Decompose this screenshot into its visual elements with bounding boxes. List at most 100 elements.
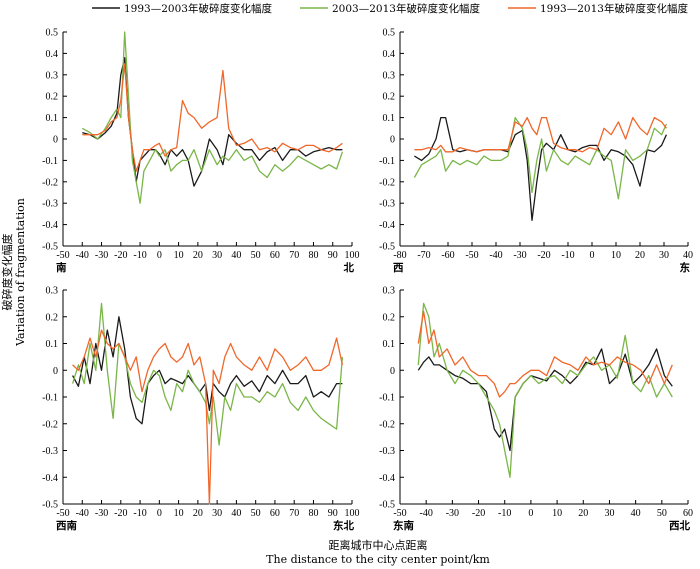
y-tick-label: 0.2 bbox=[383, 312, 396, 323]
y-tick-label: -0.4 bbox=[42, 220, 58, 231]
y-tick-label: 0.1 bbox=[46, 339, 59, 350]
x-tick-label: 60 bbox=[270, 250, 280, 261]
y-tick-label: 0.3 bbox=[46, 286, 59, 297]
x-tick-label: -10 bbox=[133, 250, 146, 261]
x-tick-label: -70 bbox=[417, 250, 430, 261]
y-tick-label: 0 bbox=[390, 366, 395, 377]
x-tick-label: 100 bbox=[345, 508, 360, 519]
y-tick-label: -0.3 bbox=[42, 446, 58, 457]
x-tick-label: -20 bbox=[537, 250, 550, 261]
series-line-2003-2013 bbox=[81, 31, 344, 204]
direction-label-right: 东 bbox=[680, 261, 691, 274]
panels: -0.5-0.4-0.3-0.2-0.100.10.20.30.40.5-50-… bbox=[42, 28, 693, 533]
x-tick-label: 0 bbox=[157, 250, 162, 261]
x-axis-title-cn: 距离城市中心点距离 bbox=[329, 538, 428, 552]
x-tick-label: 40 bbox=[683, 250, 693, 261]
y-tick-label: 0.3 bbox=[383, 286, 396, 297]
x-tick-label: 10 bbox=[552, 508, 562, 519]
panel-bottom-left: -0.5-0.4-0.3-0.2-0.100.10.20.3-50 -40 -30-… bbox=[42, 286, 359, 533]
x-tick-label: -80 bbox=[393, 250, 406, 261]
y-tick-label: 0.2 bbox=[383, 92, 396, 103]
x-tick-label: 40 bbox=[231, 250, 241, 261]
x-tick-label: 60 bbox=[683, 508, 693, 519]
series-line-1993-2013 bbox=[72, 329, 344, 505]
legend-label-1993-2013: 1993—2013年破碎度变化幅度 bbox=[540, 2, 688, 15]
y-tick-label: -0.2 bbox=[379, 177, 395, 188]
y-tick-label: 0.4 bbox=[46, 49, 59, 60]
x-tick-label: -50 bbox=[56, 250, 69, 261]
x-tick-label: 40 bbox=[231, 508, 241, 519]
y-tick-label: -0.2 bbox=[42, 419, 58, 430]
x-tick-label: 10 bbox=[174, 508, 184, 519]
y-axis-title-en: Variation of fragmentation bbox=[14, 198, 27, 347]
x-tick-label: -40 bbox=[76, 508, 89, 519]
y-tick-label: 0.3 bbox=[46, 70, 59, 81]
y-tick-label: -0.3 bbox=[379, 446, 395, 457]
y-tick-label: 0.1 bbox=[46, 113, 59, 124]
y-tick-label: 0.4 bbox=[383, 49, 396, 60]
x-tick-label: -20 bbox=[114, 250, 127, 261]
x-tick-label: -20 bbox=[114, 508, 127, 519]
x-tick-label: 20 bbox=[578, 508, 588, 519]
direction-label-left: 西 bbox=[393, 262, 404, 274]
y-tick-label: -0.3 bbox=[379, 199, 395, 210]
y-tick-label: -0.1 bbox=[379, 156, 395, 167]
y-tick-label: -0.2 bbox=[379, 419, 395, 430]
series-line-1993-2013 bbox=[82, 63, 343, 172]
x-tick-label: 90 bbox=[328, 250, 338, 261]
legend-label-1993-2003: 1993—2003年破碎度变化幅度 bbox=[124, 2, 272, 15]
y-tick-label: 0.3 bbox=[383, 70, 396, 81]
x-tick-label: 70 bbox=[289, 508, 299, 519]
y-tick-label: 0 bbox=[53, 366, 58, 377]
y-tick-label: 0.5 bbox=[383, 28, 396, 39]
x-tick-label: -30 bbox=[446, 508, 459, 519]
y-tick-label: -0.4 bbox=[379, 220, 395, 231]
x-tick-label: 100 bbox=[345, 250, 360, 261]
panel-top-left: -0.5-0.4-0.3-0.2-0.100.10.20.30.40.5-50-… bbox=[42, 28, 359, 275]
series-line-1993-2013 bbox=[414, 116, 667, 153]
x-tick-label: -40 bbox=[420, 508, 433, 519]
x-tick-label: 0 bbox=[157, 508, 162, 519]
y-tick-label: -0.5 bbox=[379, 500, 395, 511]
panel-bottom-right: -0.5 -0.4 -0.3 -0.2 -0.1 0 0.1 0.2 0.3 -50 -40 -30 -… bbox=[379, 286, 693, 533]
x-tick-label: -30 bbox=[513, 250, 526, 261]
y-tick-label: 0.1 bbox=[383, 339, 396, 350]
x-tick-label: -50 bbox=[56, 508, 69, 519]
legend: 1993—2003年破碎度变化幅度 2003—2013年破碎度变化幅度 1993… bbox=[92, 2, 688, 15]
y-tick-label: -0.1 bbox=[379, 393, 395, 404]
y-tick-label: 0.1 bbox=[383, 113, 396, 124]
x-tick-label: 10 bbox=[174, 250, 184, 261]
y-tick-label: -0.1 bbox=[42, 393, 58, 404]
x-tick-label: 50 bbox=[251, 250, 261, 261]
x-tick-label: 90 bbox=[328, 508, 338, 519]
series-line-1993-2003 bbox=[82, 57, 343, 187]
series-line-2003-2013 bbox=[413, 116, 667, 200]
x-tick-label: 10 bbox=[611, 250, 621, 261]
x-tick-label: -30 bbox=[95, 250, 108, 261]
x-tick-label: 30 bbox=[659, 250, 669, 261]
x-axis-title-en: The distance to the city center point/km bbox=[266, 553, 490, 566]
x-tick-label: -50 bbox=[465, 250, 478, 261]
x-tick-label: -10 bbox=[561, 250, 574, 261]
direction-label-right: 北 bbox=[344, 261, 355, 274]
y-tick-label: 0.2 bbox=[46, 92, 59, 103]
y-tick-label: -0.1 bbox=[42, 156, 58, 167]
x-tick-label: 50 bbox=[251, 508, 261, 519]
y-tick-label: -0.5 bbox=[42, 500, 58, 511]
x-tick-label: 20 bbox=[193, 250, 203, 261]
series-line-1993-2003 bbox=[72, 316, 343, 425]
x-tick-label: 70 bbox=[289, 250, 299, 261]
y-axis-title-cn: 破碎度变化幅度 bbox=[0, 234, 14, 311]
x-tick-label: 30 bbox=[604, 508, 614, 519]
x-tick-label: 30 bbox=[212, 508, 222, 519]
x-tick-label: 20 bbox=[193, 508, 203, 519]
x-tick-label: 80 bbox=[308, 250, 318, 261]
x-tick-label: -10 bbox=[498, 508, 511, 519]
series-line-2003-2013 bbox=[71, 302, 344, 446]
direction-label-right: 西北 bbox=[669, 519, 690, 532]
direction-label-left: 南 bbox=[56, 261, 67, 274]
y-tick-label: 0.5 bbox=[46, 28, 59, 39]
y-tick-label: 0.2 bbox=[46, 312, 59, 323]
x-tick-label: 0 bbox=[528, 508, 533, 519]
